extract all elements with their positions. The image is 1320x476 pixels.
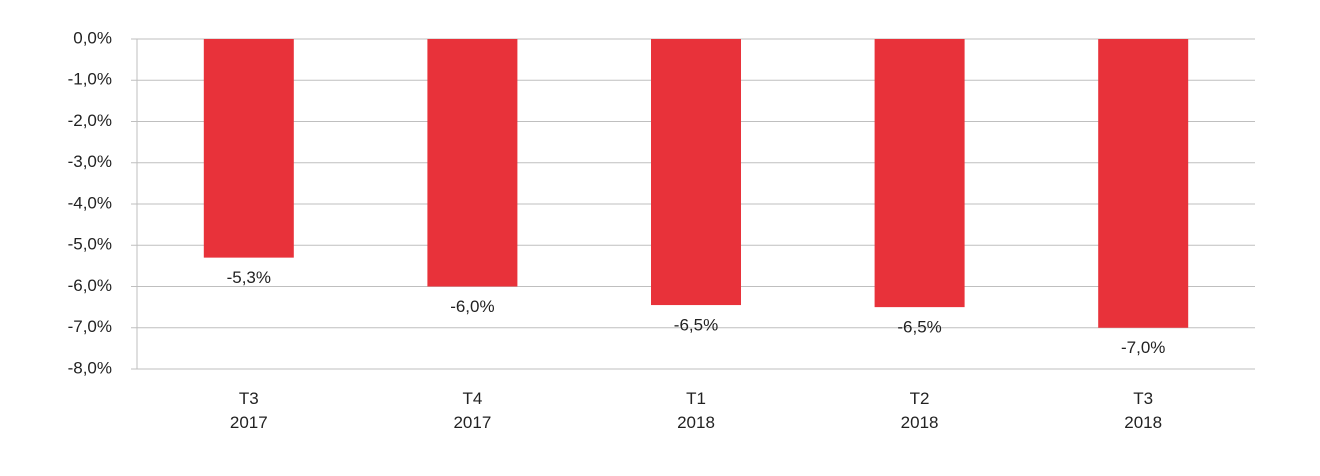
value-label: -6,5% [897,318,941,337]
value-label: -6,0% [450,297,494,316]
value-label: -7,0% [1121,338,1165,357]
bar [203,39,294,258]
y-tick-label: -1,0% [68,70,112,89]
y-tick-label: -7,0% [68,317,112,336]
x-tick-label: T1 2018 [677,389,715,432]
bar [1098,39,1189,328]
y-tick-label: -3,0% [68,152,112,171]
bar [427,39,518,287]
y-tick-label: -2,0% [68,111,112,130]
bar [874,39,965,308]
y-tick-label: -4,0% [68,193,112,212]
x-tick-label: T4 2017 [453,389,492,432]
y-tick-label: -6,0% [68,276,112,295]
value-label: -5,3% [227,268,271,287]
value-label: -6,5% [674,316,718,335]
x-tick-label: T2 2018 [900,389,939,432]
y-tick-label: -8,0% [68,358,112,377]
x-tick-label: T3 2017 [229,389,268,432]
y-tick-label: -5,0% [68,235,112,254]
bar [651,39,741,306]
y-tick-label: 0,0% [73,28,112,47]
x-tick-label: T3 2018 [1124,389,1163,432]
